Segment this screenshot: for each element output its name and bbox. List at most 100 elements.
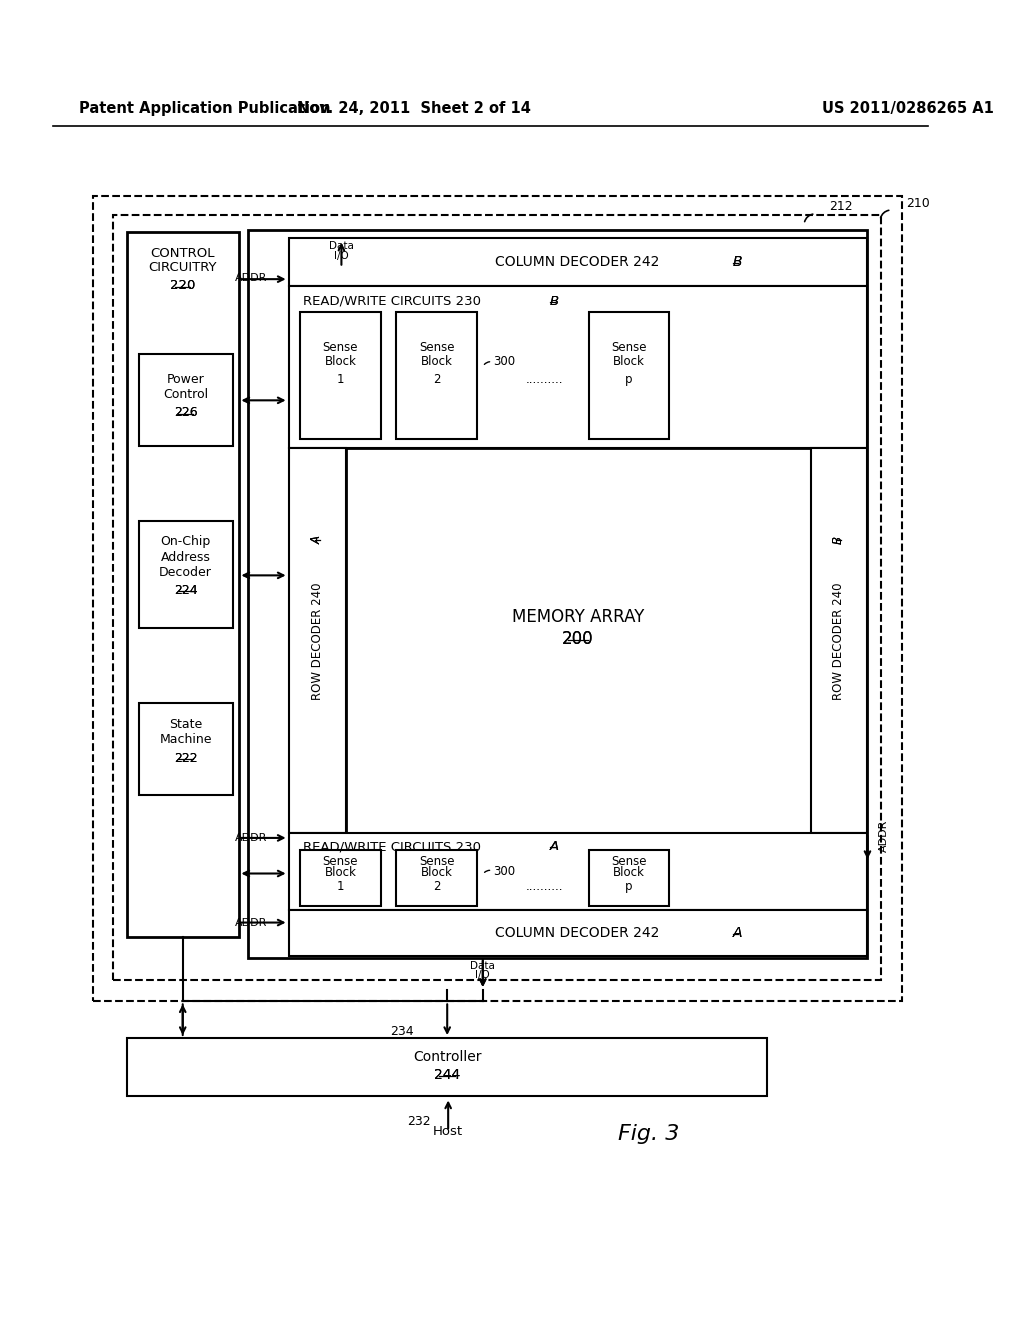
Bar (139, 704, 232, 795)
Text: Block: Block (421, 355, 453, 368)
Text: Nov. 24, 2011  Sheet 2 of 14: Nov. 24, 2011 Sheet 2 of 14 (297, 102, 530, 116)
Text: Block: Block (325, 866, 356, 879)
Text: Controller: Controller (413, 1051, 481, 1064)
Text: B: B (550, 294, 559, 308)
Text: 220: 220 (170, 280, 196, 293)
Text: 220: 220 (170, 280, 196, 293)
Text: US 2011/0286265 A1: US 2011/0286265 A1 (822, 102, 994, 116)
Text: Block: Block (421, 866, 453, 879)
Text: ADDR: ADDR (879, 820, 889, 853)
Text: Address: Address (161, 550, 211, 564)
Text: Sense: Sense (611, 854, 647, 867)
Text: 300: 300 (494, 355, 515, 368)
Text: Sense: Sense (323, 341, 358, 354)
Bar (93, 197, 902, 1002)
Bar (811, 449, 867, 833)
Text: 244: 244 (434, 1068, 461, 1082)
Bar (289, 238, 867, 286)
Text: 210: 210 (906, 197, 930, 210)
Text: B: B (733, 255, 742, 269)
Bar (139, 520, 232, 628)
Text: 222: 222 (174, 751, 198, 764)
Text: Sense: Sense (419, 854, 455, 867)
Text: COLUMN DECODER 242: COLUMN DECODER 242 (495, 927, 659, 940)
Text: 224: 224 (174, 585, 198, 597)
Text: I/O: I/O (334, 251, 349, 261)
Text: A: A (311, 536, 324, 544)
Text: Block: Block (613, 866, 645, 879)
Text: ADDR: ADDR (234, 833, 267, 843)
Text: ROW DECODER 240: ROW DECODER 240 (833, 582, 845, 700)
Text: Block: Block (613, 355, 645, 368)
Text: A: A (733, 927, 742, 940)
Bar (114, 215, 881, 981)
Text: 222: 222 (174, 751, 198, 764)
Text: A: A (550, 840, 559, 853)
Bar (289, 909, 867, 956)
Bar (139, 354, 232, 446)
Text: A: A (550, 840, 559, 853)
Bar (300, 312, 381, 438)
Text: ADDR: ADDR (234, 273, 267, 284)
Text: 224: 224 (174, 585, 198, 597)
Text: Decoder: Decoder (159, 566, 212, 579)
Text: 300: 300 (494, 865, 515, 878)
Text: 2: 2 (433, 879, 440, 892)
Text: 226: 226 (174, 407, 198, 420)
Text: B: B (833, 536, 845, 544)
Bar (289, 286, 867, 449)
Text: Host: Host (433, 1125, 463, 1138)
Text: READ/WRITE CIRCUITS 230: READ/WRITE CIRCUITS 230 (303, 294, 481, 308)
Bar (289, 449, 346, 833)
Text: A: A (311, 536, 324, 544)
Text: Sense: Sense (419, 341, 455, 354)
Bar (589, 312, 670, 438)
Text: 1: 1 (337, 879, 344, 892)
Text: Sense: Sense (611, 341, 647, 354)
Text: p: p (626, 372, 633, 385)
Text: CONTROL: CONTROL (151, 247, 215, 260)
Text: Machine: Machine (160, 734, 212, 746)
Text: Data: Data (329, 242, 354, 251)
Bar (396, 850, 477, 907)
Text: Control: Control (163, 388, 208, 401)
Text: 1: 1 (337, 372, 344, 385)
Text: 2: 2 (433, 372, 440, 385)
Text: Patent Application Publication: Patent Application Publication (79, 102, 331, 116)
Text: Data: Data (470, 961, 496, 970)
Text: 234: 234 (390, 1024, 414, 1038)
Text: Block: Block (325, 355, 356, 368)
Bar (289, 833, 867, 909)
Text: State: State (169, 718, 202, 731)
Text: Sense: Sense (323, 854, 358, 867)
Text: ADDR: ADDR (234, 917, 267, 928)
Bar (589, 850, 670, 907)
Text: 226: 226 (174, 407, 198, 420)
Text: On-Chip: On-Chip (161, 535, 211, 548)
Text: COLUMN DECODER 242: COLUMN DECODER 242 (495, 255, 659, 269)
Text: A: A (733, 927, 742, 940)
Text: 200: 200 (562, 630, 594, 648)
Text: B: B (833, 536, 845, 544)
Bar (248, 230, 867, 958)
Text: Power: Power (167, 372, 205, 385)
Text: I/O: I/O (475, 970, 490, 981)
Bar (127, 1038, 767, 1096)
Text: 244: 244 (434, 1068, 461, 1082)
Text: 212: 212 (829, 199, 853, 213)
Text: READ/WRITE CIRCUITS 230: READ/WRITE CIRCUITS 230 (303, 840, 481, 853)
Bar (300, 850, 381, 907)
Text: ROW DECODER 240: ROW DECODER 240 (311, 582, 324, 700)
Text: p: p (626, 879, 633, 892)
Text: B: B (733, 255, 742, 269)
Text: CIRCUITRY: CIRCUITRY (148, 261, 217, 275)
Text: MEMORY ARRAY: MEMORY ARRAY (512, 607, 644, 626)
Text: B: B (550, 294, 559, 308)
Text: 200: 200 (562, 630, 594, 648)
Text: ..........: .......... (525, 879, 563, 892)
Bar (396, 312, 477, 438)
Text: ..........: .......... (525, 372, 563, 385)
Bar (127, 232, 239, 937)
Bar (346, 449, 811, 833)
Text: Fig. 3: Fig. 3 (618, 1125, 680, 1144)
